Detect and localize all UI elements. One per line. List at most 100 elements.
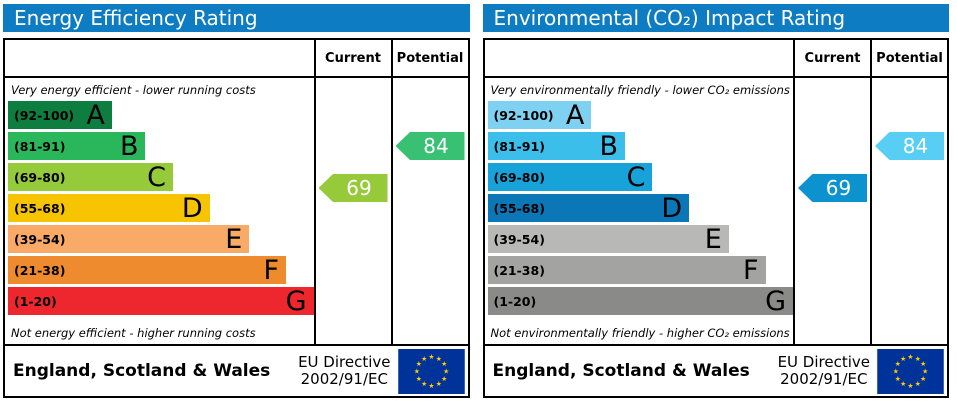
band-row: (69-80) C <box>487 161 794 194</box>
current-rating-arrow: 69 <box>318 174 388 202</box>
top-note: Very energy efficient - lower running co… <box>11 83 256 97</box>
current-column-header: Current <box>804 50 861 66</box>
panel-title: Environmental (CO₂) Impact Rating <box>493 6 846 30</box>
band-row: (21-38) F <box>8 256 314 287</box>
top-note: Very environmentally friendly - lower CO… <box>490 83 790 97</box>
band-range: (69-80) <box>493 169 545 185</box>
header-spacer <box>488 40 794 78</box>
footer: England, Scotland & Wales EU Directive 2… <box>3 344 470 398</box>
svg-text:★: ★ <box>421 380 427 388</box>
band-row: (39-54) E <box>487 223 794 256</box>
svg-text:★: ★ <box>920 374 926 382</box>
band-row: (39-54) E <box>8 225 314 256</box>
band-bar-c: (69-80) C <box>8 163 173 191</box>
svg-text:★: ★ <box>413 367 419 375</box>
potential-rating-arrow: 84 <box>395 132 465 160</box>
title-bar: Environmental (CO₂) Impact Rating <box>482 4 949 32</box>
band-row: (81-91) B <box>487 130 794 163</box>
region-label: England, Scotland & Wales <box>13 361 271 381</box>
band-bar-g: (1-20) G <box>8 287 314 315</box>
svg-text:★: ★ <box>435 380 441 388</box>
rating-scale: Very environmentally friendly - lower CO… <box>485 40 794 344</box>
svg-text:★: ★ <box>428 382 434 390</box>
band-letter: D <box>181 192 203 224</box>
band-range: (69-80) <box>14 169 66 185</box>
svg-text:★: ★ <box>435 354 441 362</box>
band-bar-d: (55-68) D <box>487 192 690 224</box>
band-row: (55-68) D <box>8 194 314 225</box>
current-column-header: Current <box>325 50 381 66</box>
panel-title: Energy Efficiency Rating <box>14 6 258 30</box>
svg-text:★: ★ <box>900 380 906 388</box>
bottom-note: Not environmentally friendly - higher CO… <box>490 326 790 340</box>
svg-text:★: ★ <box>895 360 901 368</box>
band-row: (1-20) G <box>487 285 793 318</box>
energy-efficiency-panel: Energy Efficiency Rating Very energy eff… <box>3 4 470 398</box>
eu-directive-line2: 2002/91/EC <box>780 370 868 388</box>
band-range: (1-20) <box>14 293 57 309</box>
band-row: (81-91) B <box>8 132 314 163</box>
svg-text:★: ★ <box>428 352 434 360</box>
band-letter: F <box>742 254 759 286</box>
current-column: Current 69 <box>793 40 870 344</box>
band-bar-b: (81-91) B <box>8 130 146 162</box>
region-label: England, Scotland & Wales <box>492 361 750 381</box>
band-letter: E <box>225 223 243 255</box>
svg-text:★: ★ <box>893 367 899 375</box>
svg-text:★: ★ <box>415 360 421 368</box>
svg-text:★: ★ <box>922 367 928 375</box>
environmental-impact-panel: Environmental (CO₂) Impact Rating Very e… <box>482 4 949 398</box>
eu-directive-line1: EU Directive <box>777 352 870 371</box>
header-divider <box>5 76 468 78</box>
band-row: (21-38) F <box>487 254 794 287</box>
band-letter: A <box>565 99 585 131</box>
eu-flag-icon: ★ ★★★★★★★★★★★ <box>877 348 944 394</box>
band-range: (55-68) <box>14 200 66 216</box>
band-letter: B <box>599 130 618 162</box>
band-letter: A <box>86 99 105 131</box>
bottom-note: Not energy efficient - higher running co… <box>11 326 256 340</box>
band-range: (55-68) <box>493 200 545 216</box>
rating-table: Very energy efficient - lower running co… <box>3 38 470 346</box>
header-spacer <box>8 40 314 78</box>
footer: England, Scotland & Wales EU Directive 2… <box>482 344 949 398</box>
band-row: (92-100) A <box>8 101 314 132</box>
band-letter: D <box>661 192 683 224</box>
band-range: (39-54) <box>14 231 66 247</box>
band-bar-f: (21-38) F <box>8 256 286 284</box>
svg-text:★: ★ <box>915 380 921 388</box>
band-letter: C <box>147 161 166 193</box>
band-bar-a: (92-100) A <box>8 101 112 129</box>
title-bar: Energy Efficiency Rating <box>3 4 470 32</box>
eu-directive-line1: EU Directive <box>298 352 391 371</box>
svg-text:★: ★ <box>895 374 901 382</box>
svg-text:★: ★ <box>907 382 913 390</box>
band-bar-a: (92-100) A <box>487 99 592 131</box>
band-bar-e: (39-54) E <box>8 223 250 255</box>
current-column: Current 69 <box>313 40 391 344</box>
potential-column: Potential 84 <box>870 40 947 344</box>
bands: (92-100) A (81-91) B (69-80) C (55-68) D (39-54)… <box>8 101 314 318</box>
eu-directive-label: EU Directive 2002/91/EC <box>777 352 877 389</box>
bands: (92-100) A (81-91) B (69-80) C (55-68) D (39-54)… <box>487 99 794 318</box>
band-range: (81-91) <box>14 138 66 154</box>
svg-text:★: ★ <box>441 360 447 368</box>
eu-directive-label: EU Directive 2002/91/EC <box>298 352 397 389</box>
band-bar-g: (1-20) G <box>487 285 793 317</box>
potential-column-header: Potential <box>396 50 464 66</box>
current-rating-arrow: 69 <box>798 174 867 202</box>
svg-text:★: ★ <box>900 354 906 362</box>
band-row: (92-100) A <box>487 99 794 132</box>
band-letter: C <box>626 161 646 193</box>
band-range: (81-91) <box>493 138 545 154</box>
band-letter: B <box>119 130 139 162</box>
potential-column-header: Potential <box>876 50 943 66</box>
band-row: (55-68) D <box>487 192 794 225</box>
header-divider <box>484 76 947 78</box>
band-row: (1-20) G <box>8 287 314 318</box>
band-letter: G <box>765 285 786 317</box>
rating-scale: Very energy efficient - lower running co… <box>5 40 314 344</box>
band-letter: E <box>704 223 722 255</box>
band-bar-f: (21-38) F <box>487 254 766 286</box>
